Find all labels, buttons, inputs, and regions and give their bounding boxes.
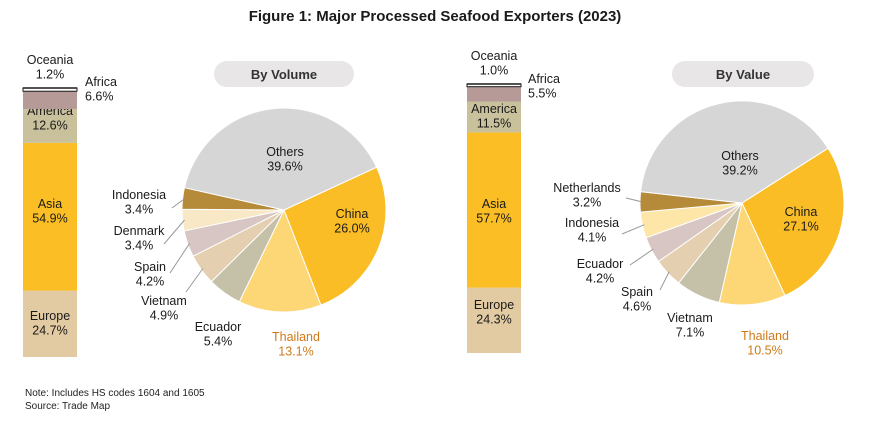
pie-title: By Value [716,67,770,82]
pie-label-china: China 27.1% [783,205,818,234]
bar-label-africa: Africa 6.6% [85,75,117,104]
pie-label-thailand: Thailand 13.1% [272,330,320,359]
pie-title-pill [214,61,354,87]
leader-line-spain [659,271,670,291]
chart-title: Figure 1: Major Processed Seafood Export… [248,8,622,25]
bar-label-asia: Asia 54.9% [32,197,67,226]
leader-line-vietnam [185,268,204,293]
pie-label-spain: Spain 4.2% [134,260,166,289]
pie-title-pill [672,61,814,87]
pie-label-ecuador: Ecuador 5.4% [195,320,242,349]
pie-label-indonesia: Indonesia 4.1% [565,216,619,245]
stacked-bar-1: Europe 24.7%Asia 54.9%America 12.6%Oceania 1… [22,53,117,357]
bar-segment-africa [467,86,521,102]
leader-line-netherlands [625,197,643,203]
pie-label-china: China 26.0% [334,207,369,236]
pie-label-indonesia: Indonesia 3.4% [112,188,166,217]
source-text: Source: Trade Map [25,401,111,412]
bar-label-oceania: Oceania 1.2% [27,53,74,82]
bar-segment-asia [467,132,521,288]
bar-segment-europe [23,290,77,357]
pie-label-vietnam: Vietnam 7.1% [667,311,713,340]
pie-label-thailand: Thailand 10.5% [741,329,789,358]
pie-slice-others [640,100,829,204]
pie-label-netherlands: Netherlands 3.2% [553,181,620,210]
pie-volume: By Volume China 26.0% Thailand 13.1% Ecuador 5… [112,61,387,359]
bar-segment-america [23,108,77,143]
note-text: Note: Includes HS codes 1604 and 1605 [25,388,205,399]
leader-line-spain [169,242,191,274]
pie-slice-china [741,147,845,297]
pie-label-spain: Spain 4.6% [621,285,653,314]
bar-label-europe: Europe 24.7% [30,309,70,338]
pie-label-others: Others 39.6% [266,145,304,174]
pie-slice-others [183,107,378,211]
leader-line-indonesia [171,198,185,209]
bar-segment-asia [23,142,77,291]
bar-label-africa: Africa 5.5% [528,72,560,101]
bar-label-asia: Asia 57.7% [476,197,511,226]
pie-label-vietnam: Vietnam 4.9% [141,294,187,323]
pie-title: By Volume [251,67,317,82]
stacked-bar-2: Europe 24.3% Asia 57.7% America 11.5% Oceania 1… [466,49,560,353]
bar-segment-africa [23,91,77,109]
leader-line-denmark [163,219,185,245]
bar-segment-europe [467,287,521,353]
bar-label-america: America 11.5% [471,102,517,131]
pie-label-denmark: Denmark 3.4% [114,224,165,253]
pie-label-others: Others 39.2% [721,149,759,178]
bar-label-oceania: Oceania 1.0% [471,49,518,78]
leader-line-ecuador [629,248,654,266]
pie-value: By Value China 27.1% Thailand 10.5% Vietnam 7.… [553,61,845,358]
pie-label-ecuador: Ecuador 4.2% [577,257,624,286]
pie-slice-china [283,166,387,306]
leader-line-indonesia [621,224,645,235]
chart-canvas: Europe 24.7%Asia 54.9%America 12.6%Oceania 1… [22,49,845,359]
pie-slice-thailand [238,208,322,313]
bar-label-europe: Europe 24.3% [474,298,514,327]
bar-segment-america [467,101,521,133]
